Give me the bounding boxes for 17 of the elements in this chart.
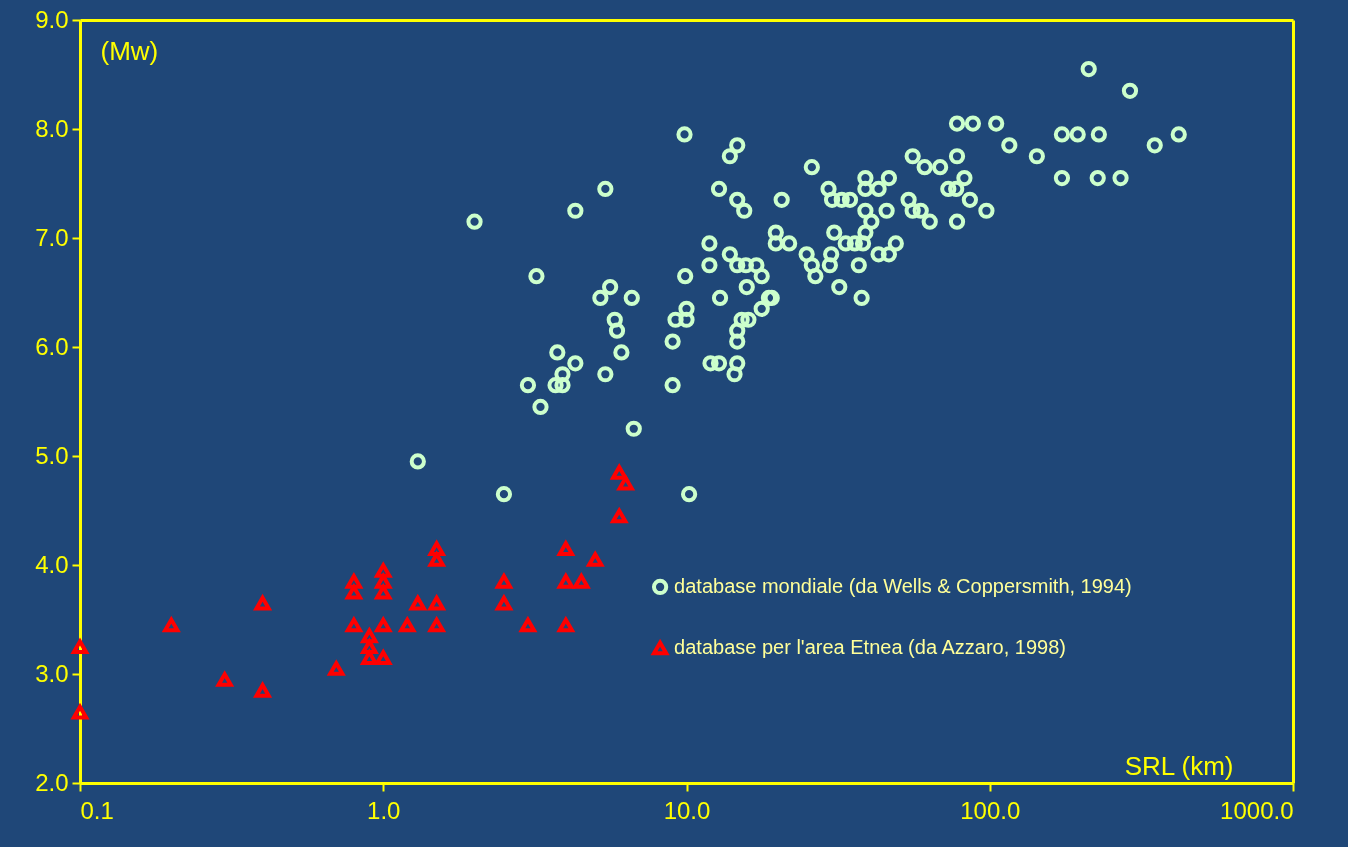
y-tick-label: 8.0 [35, 114, 69, 142]
legend-label: database per l'area Etnea (da Azzaro, 1998) [674, 635, 1066, 658]
y-tick-label: 4.0 [35, 550, 69, 578]
y-tick-label: 6.0 [35, 332, 69, 360]
y-tick-label: 7.0 [35, 223, 69, 251]
x-tick-label: 1000.0 [1220, 796, 1294, 824]
y-axis-title: (Mw) [100, 35, 159, 66]
y-tick-label: 9.0 [35, 5, 69, 33]
x-tick-label: 10.0 [663, 796, 711, 824]
x-tick-label: 0.1 [80, 796, 114, 824]
x-axis-title: SRL (km) [1124, 750, 1234, 781]
y-tick-label: 3.0 [35, 659, 69, 687]
legend-label: database mondiale (da Wells & Coppersmith, 1994) [674, 574, 1132, 597]
y-tick-label: 5.0 [35, 441, 69, 469]
x-tick-label: 1.0 [367, 796, 401, 824]
x-tick-label: 100.0 [960, 796, 1021, 824]
y-tick-label: 2.0 [35, 768, 69, 796]
